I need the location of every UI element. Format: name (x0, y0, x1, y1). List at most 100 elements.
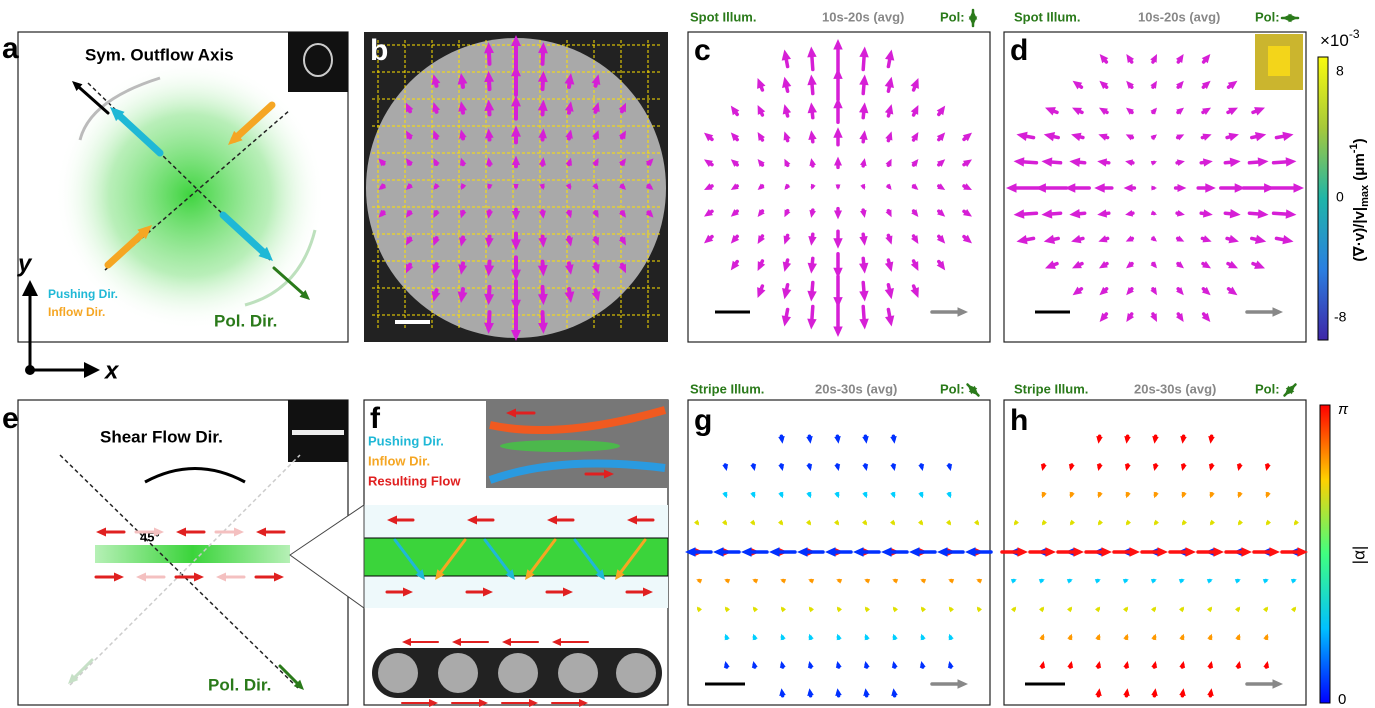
arrow-head (910, 261, 919, 271)
panel-f: f Pushing Dir. Inflow Dir. Resulting Flo… (289, 399, 669, 706)
arrow-head (1099, 80, 1109, 90)
arrow-head (1282, 235, 1294, 245)
arrow-head (965, 547, 976, 557)
arrow-head (808, 235, 817, 246)
arrow-head (1068, 463, 1075, 471)
arrow-head (1237, 491, 1243, 499)
arrow-head (885, 209, 892, 218)
arrow-head (1176, 287, 1184, 296)
arrow-head (595, 569, 605, 580)
panel-label: b (370, 34, 388, 67)
arrow-head (564, 101, 574, 112)
arrow-head (1202, 235, 1212, 243)
arrow-head (1262, 606, 1269, 613)
arrow-head (968, 10, 978, 20)
arrow-head (136, 572, 146, 582)
arrow-head (406, 102, 414, 113)
arrow-head (591, 74, 601, 85)
arrow-head (1265, 491, 1271, 499)
arrow-head (1153, 491, 1159, 499)
arrow-head (511, 65, 521, 77)
arrow-head (957, 679, 968, 689)
arrow-head (862, 491, 868, 499)
arrow-head (834, 463, 841, 471)
panel-title: Shear Flow Dir. (100, 427, 223, 446)
arrow-head (1071, 132, 1082, 142)
arrow-head (604, 469, 614, 479)
arrow-head (1176, 235, 1185, 242)
arrow-head (1185, 547, 1196, 557)
inset-image (288, 32, 348, 92)
inset-trace (488, 459, 666, 484)
colorbar-tick: -8 (1334, 309, 1347, 325)
header-illum: Spot Illum. (1014, 9, 1080, 24)
arrow-head (529, 698, 538, 708)
arrow-head (860, 183, 866, 190)
arrow-head (22, 280, 38, 296)
arrow-head (485, 237, 494, 248)
gear (558, 653, 598, 693)
quiver-arrow (573, 538, 603, 577)
arrow-head (864, 579, 871, 584)
arrow-head (618, 182, 626, 190)
arrow-head (724, 606, 731, 613)
arrow-head (863, 661, 870, 669)
arrow-head (920, 633, 926, 641)
arrow-head (1006, 183, 1017, 193)
arrow-head (615, 569, 625, 580)
arrow-head (1290, 606, 1297, 613)
arrow-head (757, 287, 766, 298)
label-main: (∇·v)/|v| (1351, 207, 1368, 262)
arrow-head (176, 527, 186, 537)
arrow-head (1241, 547, 1252, 557)
arrow-head (565, 210, 572, 219)
arrow-head (459, 129, 467, 139)
arrow-head (833, 39, 843, 50)
axis-label: x (103, 357, 120, 384)
arrow-head (592, 209, 599, 218)
arrow-head (1209, 519, 1216, 526)
arrow-head (618, 130, 626, 140)
arrow-head (945, 519, 952, 526)
arrow-head (1150, 606, 1157, 613)
quiver-arrow (483, 538, 513, 577)
arrow-head (565, 183, 571, 190)
arrow-head (730, 105, 740, 116)
arrow-head (741, 547, 752, 557)
arrow-head (1097, 491, 1103, 499)
arrow-head (836, 579, 843, 584)
arrow-head (511, 330, 521, 341)
quiver-arrow (104, 227, 150, 269)
arrow-head (1045, 107, 1056, 116)
arrow-head (1234, 579, 1241, 584)
arrow-head (1180, 436, 1187, 444)
arrow-head (564, 73, 575, 85)
arrow-head (1254, 107, 1265, 116)
arrow-head (1264, 463, 1271, 471)
panel-label: g (694, 404, 712, 437)
arrow-head (918, 491, 924, 499)
arrow-head (1229, 157, 1241, 167)
arrow-head (1151, 185, 1157, 191)
arrow-head (1099, 286, 1109, 296)
arrow-head (1150, 261, 1157, 269)
arrow-head (505, 569, 515, 580)
arrow-head (618, 236, 626, 246)
arrow-head (538, 322, 548, 334)
arrow-head (461, 183, 467, 190)
arrow-head (782, 261, 792, 272)
arrow-head (1123, 633, 1129, 641)
arrow-head (643, 587, 653, 597)
arrow-head (778, 491, 784, 499)
arrow-head (1126, 80, 1134, 89)
arrow-head (808, 633, 814, 641)
arrow-head (891, 661, 898, 669)
arrow-head (1263, 661, 1270, 669)
arrow-head (730, 159, 739, 167)
inset-map (1268, 46, 1290, 76)
arrow-head (730, 183, 739, 190)
arrow-head (539, 183, 545, 190)
arrow-head (1099, 261, 1108, 269)
arrow-head (781, 315, 791, 327)
arrow-head (910, 287, 919, 298)
